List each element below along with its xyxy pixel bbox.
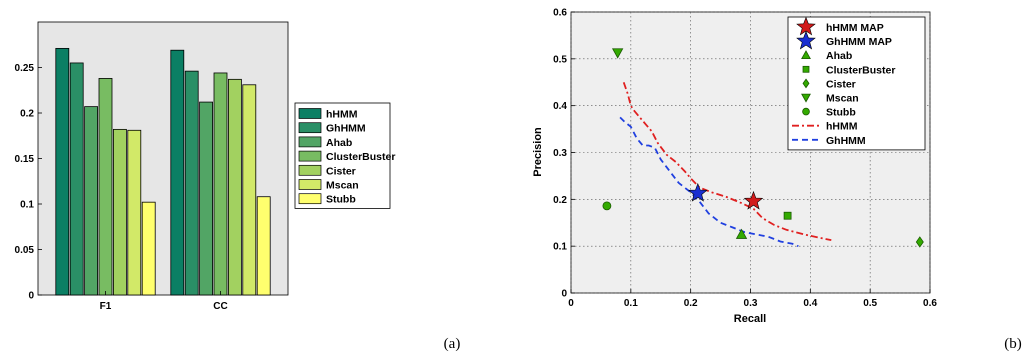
legend-swatch <box>298 164 322 176</box>
bar <box>242 84 257 296</box>
legend-label: GhHMM <box>826 135 866 147</box>
y-tick-label: 0 <box>28 291 34 302</box>
x-tick-label: 0.2 <box>684 298 698 309</box>
scatter-chart-legend: hHMM MAP GhHMM MAP Ahab ClusterBuster Cister… <box>787 16 926 151</box>
bar-chart-bars <box>55 47 271 296</box>
bar <box>141 201 156 296</box>
scatter-chart-ticks: 0 0.1 0.2 0.3 0.4 0.5 0.6 0 0.1 0.2 0.3 0.4 0.5 0.6 <box>553 8 937 310</box>
bar-chart-categories: F1 CC <box>100 291 228 312</box>
legend-label: ClusterBuster <box>326 151 395 163</box>
legend-label: hHMM MAP <box>826 22 884 34</box>
triangle-down-marker <box>801 93 811 103</box>
series-line <box>619 116 799 248</box>
legend-swatch <box>298 179 322 190</box>
bar <box>127 129 142 296</box>
x-tick-label: 0 <box>568 298 574 309</box>
x-tick-label: 0.1 <box>624 298 638 309</box>
y-tick-label: 0 <box>561 289 567 300</box>
bar <box>199 101 214 296</box>
star-marker <box>796 30 816 50</box>
y-tick-label: 0.25 <box>15 63 35 74</box>
legend-label: Mscan <box>826 93 859 105</box>
bar-chart-legend: hHMM GhHMM Ahab ClusterBuster Cister Mscan Stu… <box>294 102 395 209</box>
bar-chart-panel: 0 0.05 0.1 0.15 0.2 0.25 F1 CC hHMM GhHMM Ahab Cl… <box>15 21 461 352</box>
x-tick-label: 0.3 <box>744 298 758 309</box>
square-marker <box>802 65 810 73</box>
star-marker <box>687 182 708 202</box>
legend-label: ClusterBuster <box>826 64 895 76</box>
legend-label: GhHMM <box>326 123 366 135</box>
scatter-chart-points <box>602 48 924 248</box>
x-tick-label: 0.6 <box>923 298 937 309</box>
legend-swatch <box>298 122 322 134</box>
triangle-up-marker <box>801 50 811 59</box>
legend-label: Ahab <box>326 137 352 149</box>
legend-label: hHMM <box>826 121 858 133</box>
legend-label: Ahab <box>826 50 852 62</box>
panel-label-b: (b) <box>1004 336 1022 352</box>
x-tick-label: 0.4 <box>803 298 817 309</box>
bar <box>84 106 98 296</box>
triangle-up-marker <box>735 228 748 239</box>
legend-swatch <box>298 193 322 205</box>
legend-label: Cister <box>826 78 856 90</box>
legend-label: hHMM <box>326 109 358 121</box>
legend-swatch <box>298 108 322 119</box>
bar <box>98 78 113 296</box>
y-tick-label: 0.05 <box>15 245 35 256</box>
panel-label-a: (a) <box>444 336 461 352</box>
series-line <box>622 82 832 241</box>
legend-label: Stubb <box>826 107 856 119</box>
legend-label: Mscan <box>326 180 359 192</box>
y-tick-label: 0.4 <box>553 101 567 112</box>
y-tick-label: 0.3 <box>553 148 567 159</box>
diamond-marker <box>915 236 924 248</box>
bar <box>256 196 271 296</box>
category-label: F1 <box>100 301 112 312</box>
bar <box>55 47 70 296</box>
scatter-chart-lines <box>619 82 832 248</box>
bar <box>170 49 185 296</box>
x-tick-label: 0.5 <box>863 298 877 309</box>
y-tick-label: 0.6 <box>553 8 567 19</box>
bar-chart-y-ticks: 0 0.05 0.1 0.15 0.2 0.25 <box>15 63 42 302</box>
y-tick-label: 0.2 <box>20 109 34 120</box>
y-tick-label: 0.2 <box>553 195 567 206</box>
legend-swatch <box>298 150 322 162</box>
legend-label: Stubb <box>326 194 356 206</box>
y-tick-label: 0.1 <box>553 242 567 253</box>
bar <box>227 78 242 296</box>
scatter-chart-panel: 0 0.1 0.2 0.3 0.4 0.5 0.6 0 0.1 0.2 0.3 0.4 0.5 0.6 R… <box>532 8 1022 353</box>
scatter-x-axis-label: Recall <box>734 313 766 325</box>
star-marker <box>743 190 764 210</box>
y-tick-label: 0.5 <box>553 54 567 65</box>
bar <box>213 72 228 296</box>
square-marker <box>783 211 792 220</box>
legend-swatch <box>298 136 322 148</box>
circle-marker <box>802 107 810 116</box>
triangle-down-marker <box>611 48 624 59</box>
scatter-y-axis-label: Precision <box>532 127 544 177</box>
circle-marker <box>602 201 612 211</box>
bar <box>113 128 127 296</box>
y-tick-label: 0.15 <box>15 154 35 165</box>
legend-label: GhHMM MAP <box>826 36 892 48</box>
legend-label: Cister <box>326 165 356 177</box>
diamond-marker <box>802 78 810 89</box>
bar <box>184 70 199 296</box>
category-label: CC <box>213 301 227 312</box>
y-tick-label: 0.1 <box>20 200 34 211</box>
bar <box>69 62 84 296</box>
